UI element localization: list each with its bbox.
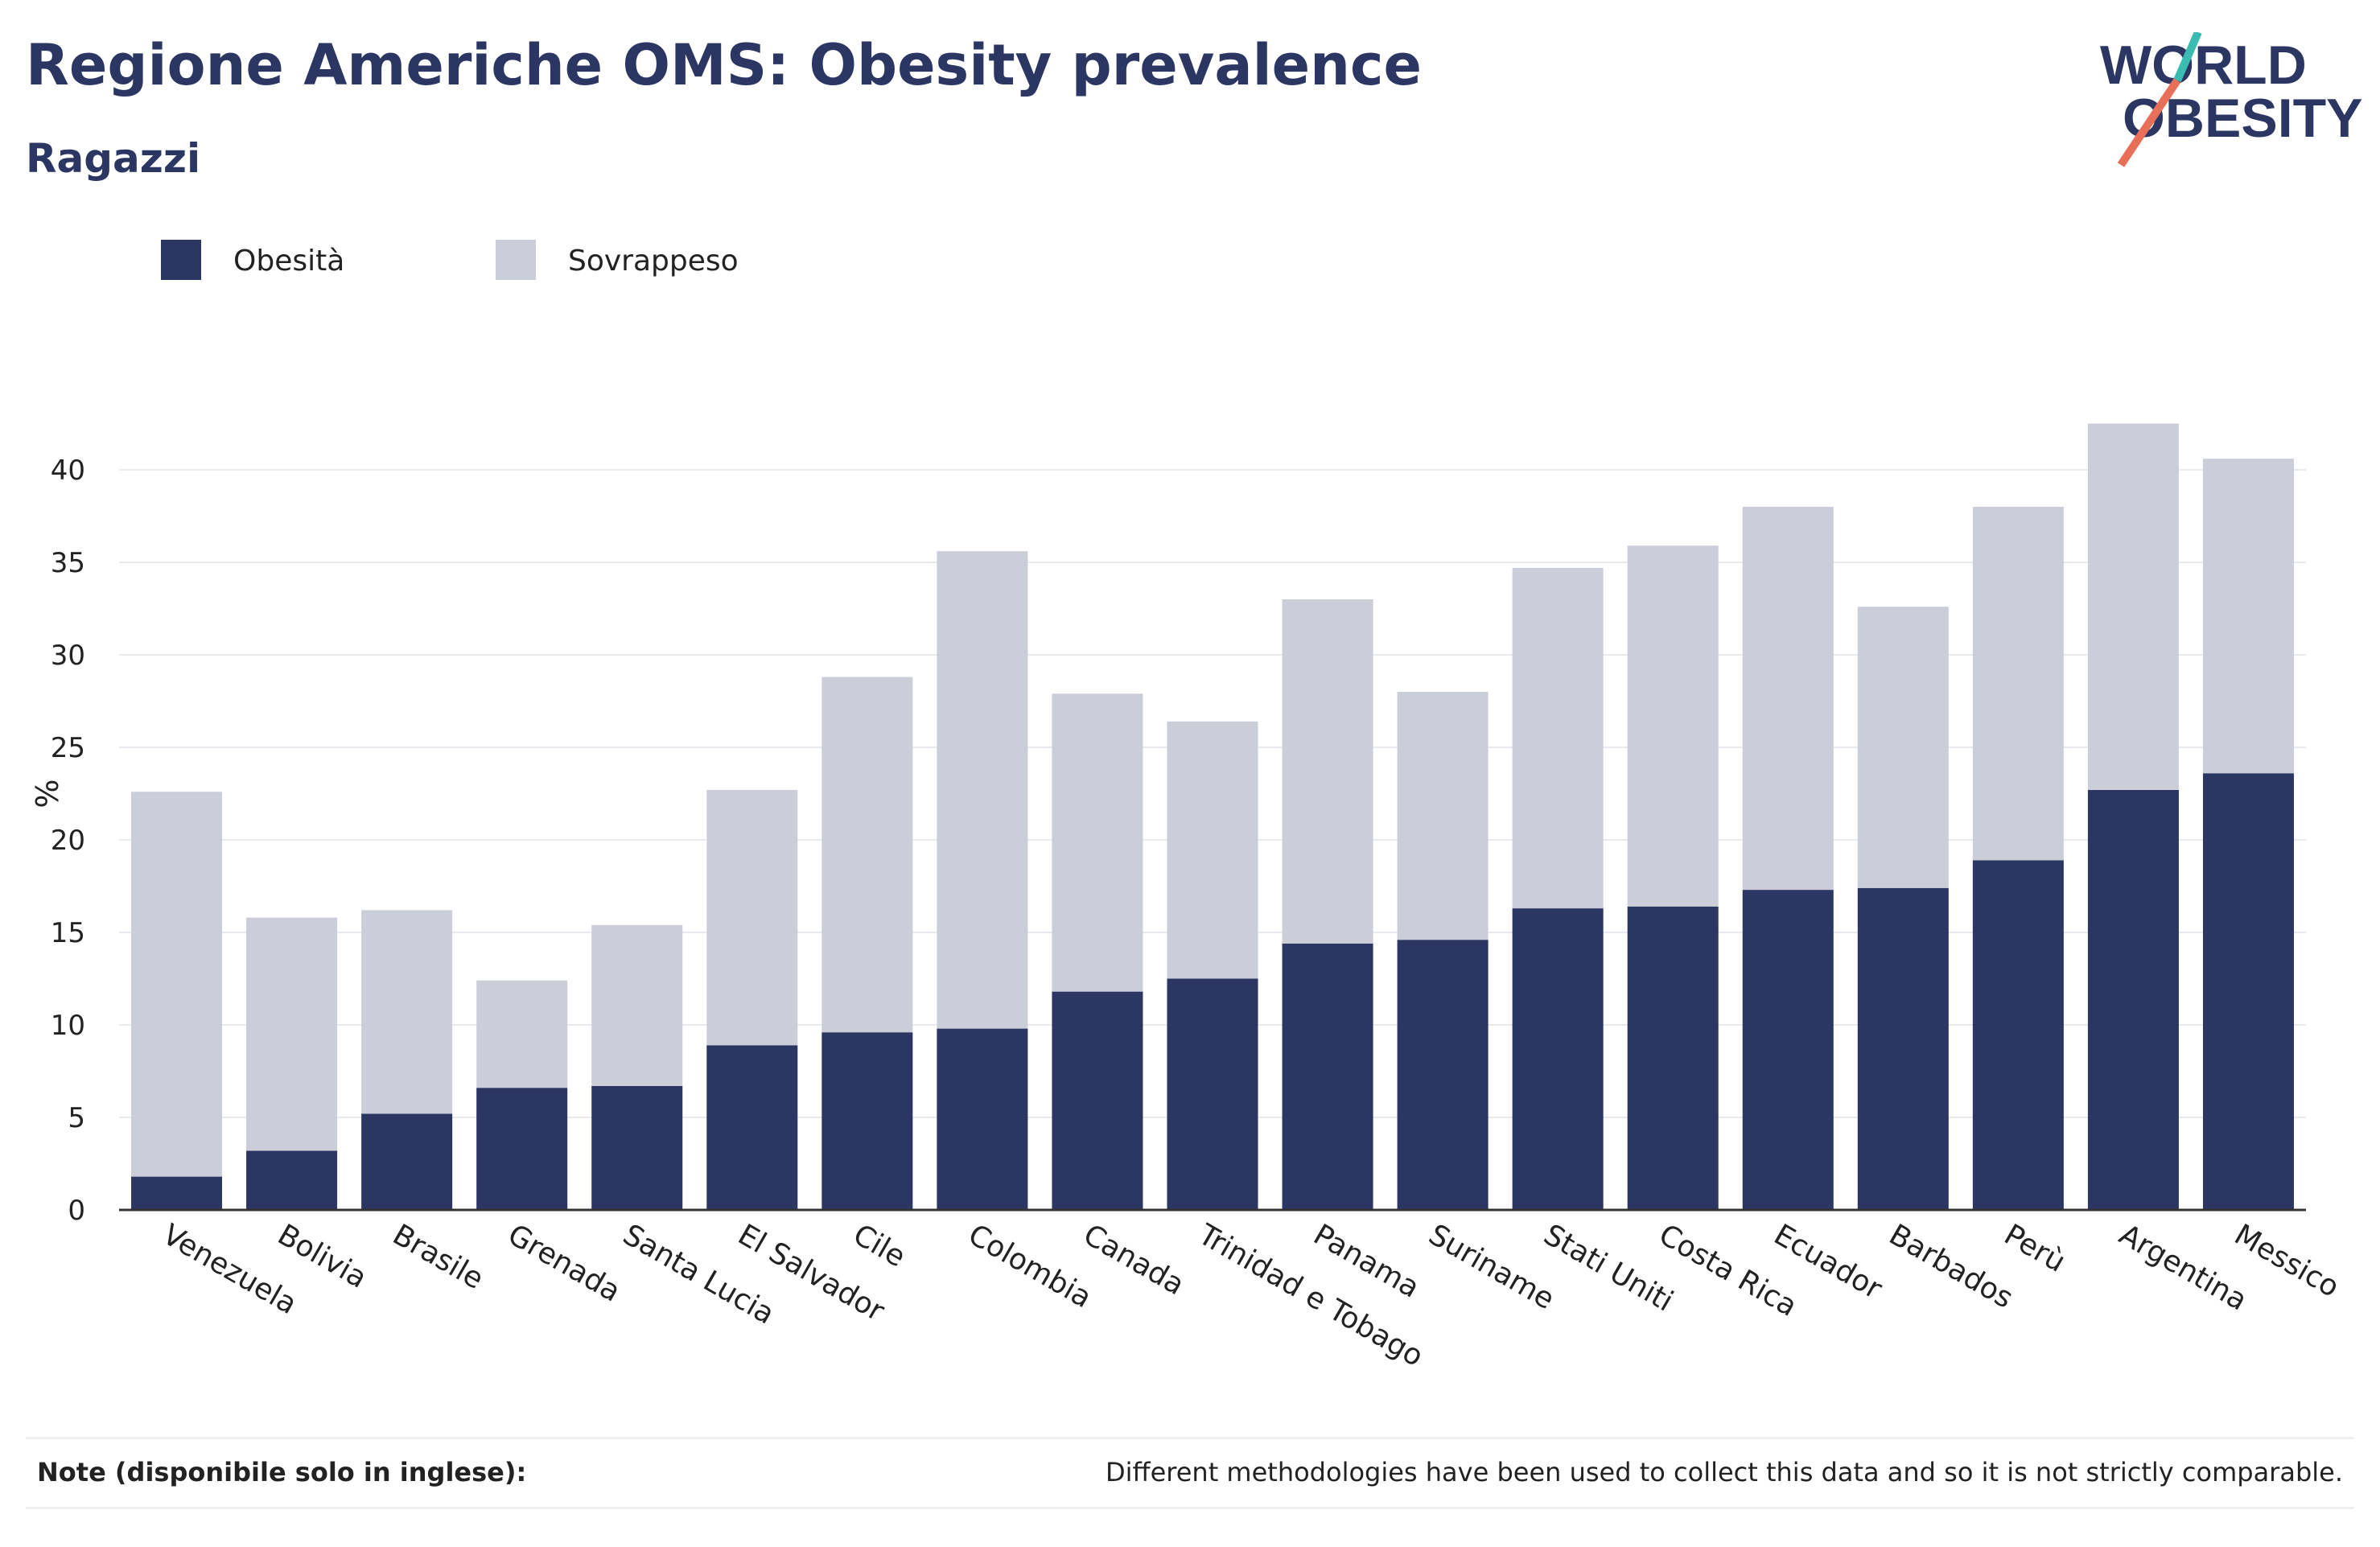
bar-sovrappeso [246,917,338,1151]
bar-sovrappeso [1397,692,1489,940]
bar-obesita [246,1150,338,1210]
bar-obesita [1397,940,1489,1210]
x-tick-label: Suriname [1423,1218,1560,1316]
bar-obesita [1282,943,1373,1210]
y-axis-label: % [30,779,65,808]
bar-sovrappeso [706,789,798,1046]
bar-sovrappeso [821,677,913,1033]
x-tick-label: Grenada [502,1218,626,1308]
bar-obesita [1167,978,1258,1210]
bar-sovrappeso [1627,545,1719,907]
bar-obesita [1052,991,1143,1210]
y-tick-label: 20 [51,825,85,857]
bar-obesita [821,1032,913,1210]
y-tick-label: 10 [51,1010,85,1042]
bar-sovrappeso [1742,507,1834,891]
bar-obesita [1627,906,1719,1210]
bar-sovrappeso [1167,721,1258,979]
logo-line-2: OBESITY [2123,88,2363,149]
note-text: Different methodologies have been used t… [1106,1457,2343,1487]
bar-obesita [1512,908,1604,1210]
legend-label-obesita: Obesità [233,245,345,278]
x-tick-label: Argentina [2114,1218,2253,1317]
logo-accent-red [2117,78,2181,167]
y-tick-label: 15 [51,917,85,949]
world-obesity-logo: WORLD OBESITY [2100,32,2363,167]
x-tick-label: Colombia [962,1218,1097,1315]
bar-sovrappeso [591,924,683,1086]
bar-sovrappeso [2087,423,2179,790]
bar-sovrappeso [937,551,1028,1029]
bar-obesita [2087,789,2179,1210]
y-tick-label: 35 [51,547,85,579]
bar-obesita [937,1028,1028,1210]
page-subtitle: Ragazzi [26,135,201,182]
bar-obesita [591,1085,683,1210]
y-tick-label: 30 [51,640,85,672]
bar-obesita [131,1176,223,1210]
y-tick-label: 0 [68,1195,85,1227]
logo-accent-teal [2173,32,2202,82]
bar-sovrappeso [361,910,453,1114]
bar-obesita [1857,887,1949,1210]
bar-sovrappeso [1052,693,1143,992]
bar-sovrappeso [476,980,568,1088]
bar-sovrappeso [1512,567,1604,909]
bar-obesita [1742,890,1834,1210]
note-bar: Note (disponibile solo in inglese): Diff… [26,1437,2354,1509]
y-tick-label: 40 [51,455,85,487]
y-tick-label: 25 [51,732,85,764]
bar-sovrappeso [131,792,223,1177]
bar-sovrappeso [1282,599,1373,944]
x-tick-label: Barbados [1884,1218,2019,1315]
x-tick-label: Brasile [387,1218,489,1296]
legend-label-sovrappeso: Sovrappeso [568,245,739,278]
logo-line-1: WORLD [2100,35,2307,96]
bar-obesita [361,1113,453,1210]
legend-swatch-sovrappeso [496,240,536,280]
bar-obesita [706,1045,798,1210]
note-label: Note (disponibile solo in inglese): [37,1457,527,1487]
bar-obesita [1972,860,2064,1210]
bar-sovrappeso [1857,607,1949,888]
x-tick-label: Cile [847,1218,911,1273]
bar-sovrappeso [1972,507,2064,861]
bar-obesita [476,1088,568,1210]
bar-sovrappeso [2202,459,2294,774]
bar-obesita [2202,773,2294,1210]
page-title: Regione Americhe OMS: Obesity prevalence [26,32,1422,98]
legend-swatch-obesita [161,240,201,280]
x-tick-label: Stati Uniti [1538,1218,1679,1318]
y-tick-label: 5 [68,1102,85,1134]
x-tick-label: Perù [1999,1218,2071,1279]
